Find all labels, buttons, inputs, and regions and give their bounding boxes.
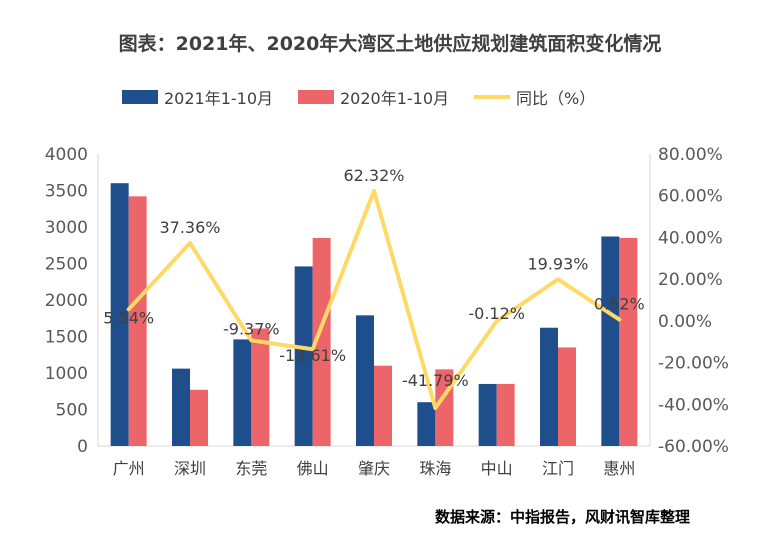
x-category-label: 肇庆	[358, 459, 390, 478]
bar	[558, 347, 576, 446]
y-left-tick-label: 3500	[45, 182, 88, 202]
x-category-label: 珠海	[419, 459, 451, 478]
y-left-tick-label: 2000	[45, 291, 88, 311]
y-right-tick-label: 40.00%	[658, 228, 723, 248]
data-label: 37.36%	[159, 218, 220, 237]
bar	[356, 315, 374, 446]
trend-line	[126, 188, 622, 411]
x-category-label: 江门	[542, 459, 574, 478]
bar	[172, 368, 190, 446]
data-label: 5.54%	[103, 308, 154, 327]
bar	[374, 365, 392, 446]
bar	[312, 237, 331, 446]
data-label: -41.79%	[402, 371, 469, 390]
data-label: 62.32%	[343, 166, 404, 185]
x-category-label: 惠州	[603, 459, 635, 478]
bar	[190, 389, 208, 446]
bar	[478, 383, 497, 446]
bar	[110, 183, 129, 446]
y-axis-right: -60.00% -40.00% -20.00% 0.00% 20.00% 40.00% 60…	[649, 145, 729, 457]
legend-label: 2020年1-10月	[340, 89, 449, 108]
y-left-tick-label: 2500	[45, 255, 88, 275]
y-left-tick-label: 500	[56, 401, 88, 421]
y-left-tick-label: 1500	[45, 328, 88, 348]
bar	[619, 237, 638, 446]
bar	[540, 327, 558, 446]
x-category-label: 深圳	[174, 459, 206, 478]
chart-title: 图表：2021年、2020年大湾区土地供应规划建筑面积变化情况	[119, 32, 662, 55]
bar	[417, 402, 436, 446]
data-label: -9.37%	[223, 319, 280, 338]
line-series	[126, 188, 622, 411]
legend-label: 2021年1-10月	[164, 89, 273, 108]
bar	[128, 196, 147, 446]
bar-series	[110, 183, 638, 446]
legend: 2021年1-10月 2020年1-10月 同比（%）	[122, 89, 595, 108]
x-category-label: 佛山	[297, 459, 329, 478]
bar	[496, 383, 515, 446]
data-label: 19.93%	[527, 254, 588, 273]
x-axis: 广州 深圳 东莞 佛山 肇庆 珠海 中山 江门 惠州	[98, 445, 650, 478]
y-left-tick-label: 1000	[45, 364, 88, 384]
data-label: -13.61%	[279, 346, 346, 365]
y-right-tick-label: 60.00%	[658, 187, 723, 207]
y-right-tick-label: -40.00%	[658, 395, 729, 415]
source-note: 数据来源：中指报告，风财讯智库整理	[435, 508, 690, 526]
bar	[233, 339, 252, 446]
y-axis-left: 0 500 1000 1500 2000 2500 3000 3500 4000	[45, 145, 99, 457]
bar	[294, 266, 313, 446]
y-right-tick-label: 20.00%	[658, 270, 723, 290]
legend-swatch	[122, 90, 158, 104]
bar	[601, 236, 620, 446]
x-category-label: 广州	[113, 459, 145, 478]
bar	[251, 328, 270, 446]
y-right-tick-label: 0.00%	[658, 312, 712, 332]
y-left-tick-label: 0	[77, 437, 88, 457]
data-labels: 5.54% 37.36% -9.37% -13.61% 62.32% -41.79% -0.…	[103, 166, 644, 390]
legend-swatch	[298, 90, 334, 104]
y-right-tick-label: 80.00%	[658, 145, 723, 165]
y-right-tick-label: -20.00%	[658, 354, 729, 374]
x-category-label: 东莞	[235, 459, 267, 478]
x-category-label: 中山	[481, 459, 513, 478]
y-right-tick-label: -60.00%	[658, 437, 729, 457]
data-label: -0.12%	[468, 304, 525, 323]
data-label: 0.62%	[594, 295, 645, 314]
y-left-tick-label: 4000	[45, 145, 88, 165]
y-left-tick-label: 3000	[45, 218, 88, 238]
legend-label: 同比（%）	[516, 89, 595, 108]
